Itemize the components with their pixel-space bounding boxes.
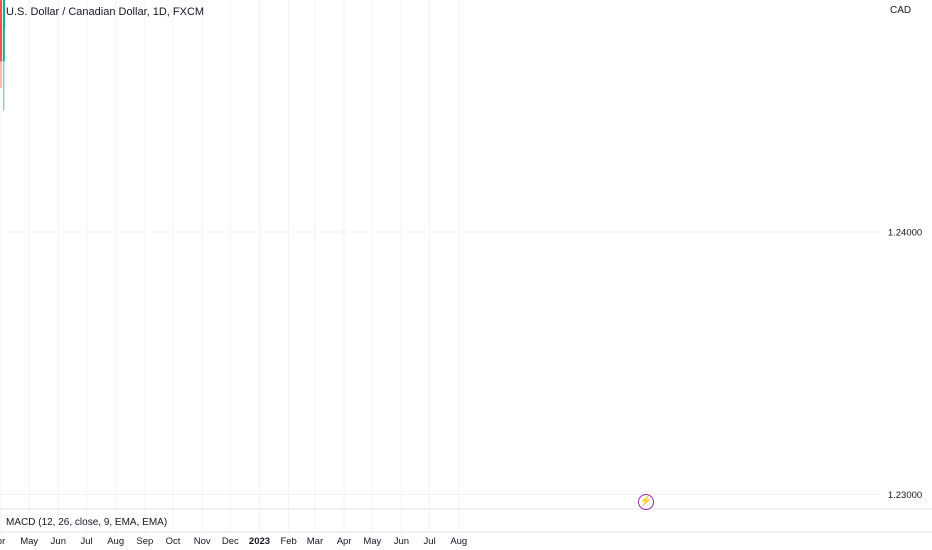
time-tick-label: Apr — [337, 536, 352, 547]
time-tick-label: Mar — [307, 536, 323, 547]
price-tick-label: 1.24000 — [888, 228, 922, 239]
time-tick-label: Nov — [194, 536, 211, 547]
price-axis[interactable]: 1.230001.240001.250001.260001.270001.280… — [883, 0, 924, 502]
symbol-title[interactable]: U.S. Dollar / Canadian Dollar, 1D, FXCM — [6, 6, 205, 18]
time-tick-label: Aug — [450, 536, 467, 547]
time-tick-label: May — [363, 536, 381, 547]
event-lightning-icon[interactable]: ⚡ — [638, 494, 654, 510]
currency-label: CAD — [890, 5, 912, 16]
time-tick-label: May — [20, 536, 38, 547]
time-tick-label: Oct — [166, 536, 181, 547]
time-tick-label: Aug — [107, 536, 124, 547]
time-axis[interactable]: pr May Jun Jul Aug Sep Oct Nov Dec 2023 Feb Mar Apr M… — [0, 536, 467, 547]
time-tick-label: Jul — [80, 536, 92, 547]
candle-up — [2, 0, 5, 62]
grid — [0, 0, 932, 533]
time-tick-label: pr — [0, 536, 5, 547]
time-tick-label: 2023 — [249, 536, 270, 547]
time-tick-label: Jun — [394, 536, 409, 547]
price-tick-label: 1.23000 — [888, 490, 922, 501]
macd-indicator-label[interactable]: MACD (12, 26, close, 9, EMA, EMA) — [6, 517, 168, 528]
time-tick-label: Jun — [51, 536, 66, 547]
candle-down — [0, 0, 2, 62]
time-tick-label: Jul — [424, 536, 436, 547]
time-tick-label: Sep — [136, 536, 153, 547]
time-tick-label: Dec — [222, 536, 239, 547]
candles — [0, 0, 6, 111]
time-tick-label: Feb — [280, 536, 296, 547]
